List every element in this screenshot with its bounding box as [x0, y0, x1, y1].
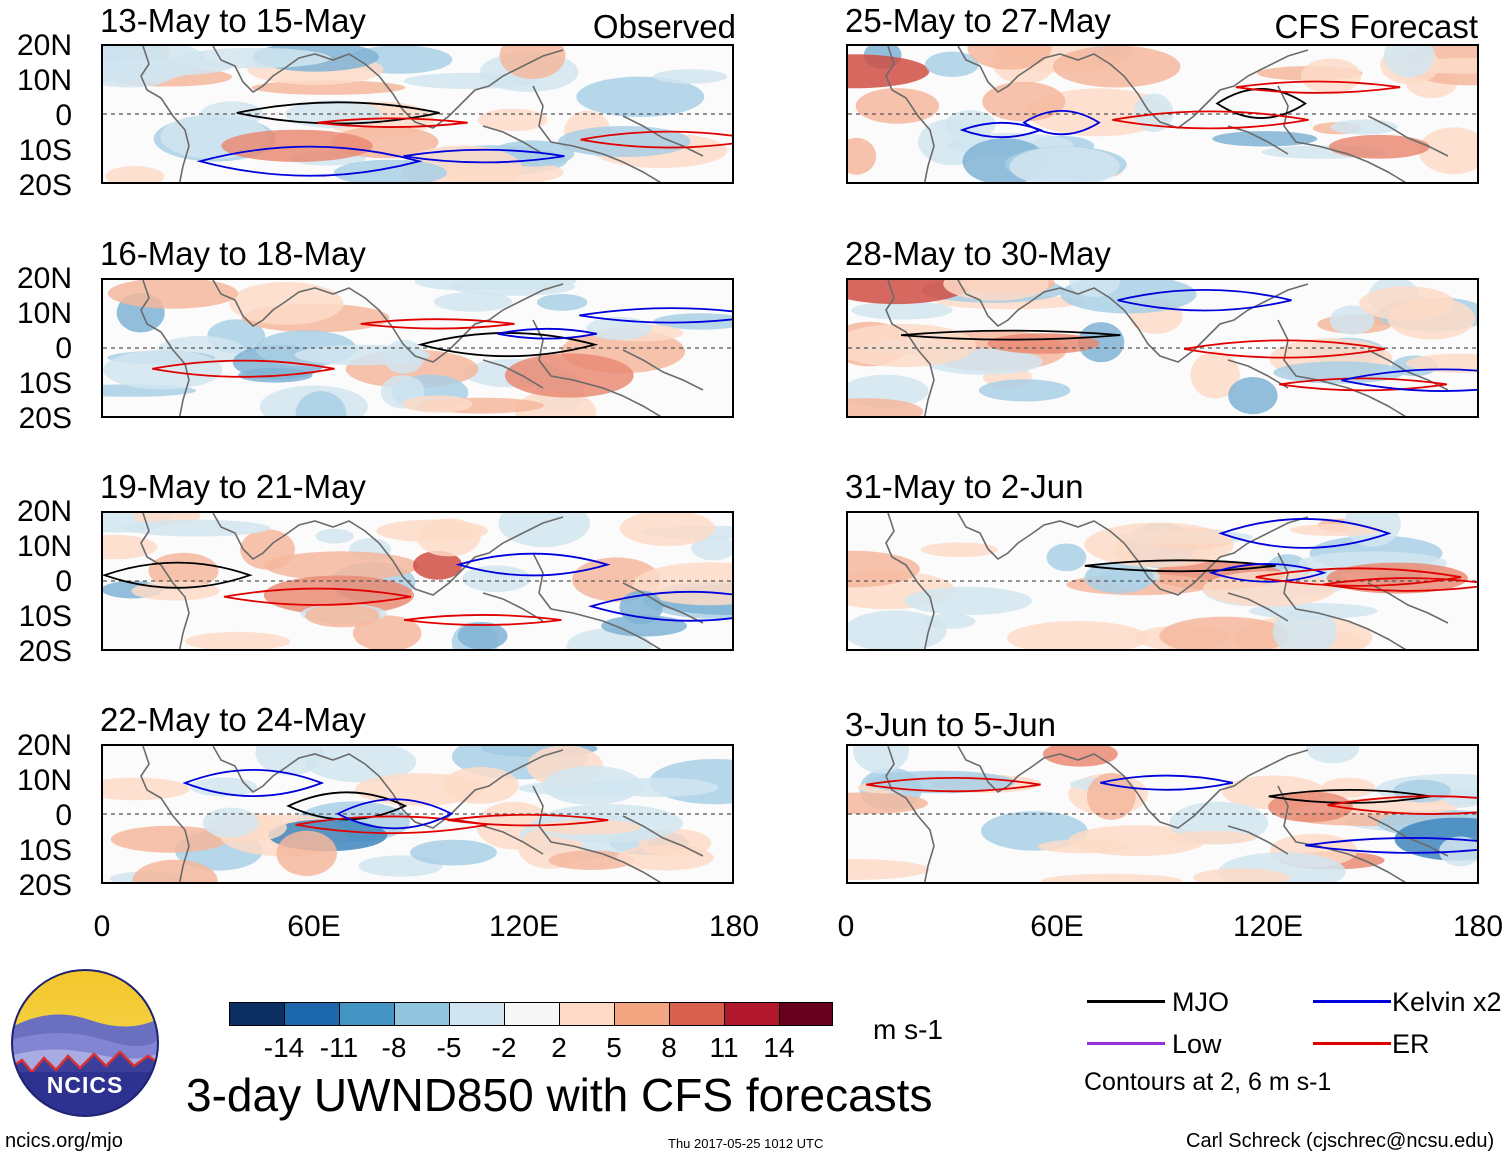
- panel-title-2: 16-May to 18-May: [100, 235, 366, 272]
- panel-title-3: 19-May to 21-May: [100, 468, 366, 505]
- colorbar-label: 11: [709, 1032, 739, 1063]
- lat-label: 20S: [18, 869, 72, 902]
- legend-label-mjo: MJO: [1172, 987, 1229, 1017]
- colorbar-label: -14: [263, 1032, 305, 1063]
- panel-title-7: 31-May to 2-Jun: [845, 468, 1084, 505]
- map-panel-6: [846, 278, 1479, 418]
- legend-swatch-mjo: [1087, 1000, 1165, 1003]
- legend-note: Contours at 2, 6 m s-1: [1084, 1068, 1332, 1096]
- colorbar-label: 2: [551, 1032, 567, 1063]
- legend-swatch-low: [1087, 1042, 1165, 1045]
- ncics-logo-text: NCICS: [46, 1072, 124, 1098]
- ncics-logo: NCICS: [10, 968, 160, 1118]
- lat-label: 10S: [18, 600, 72, 633]
- colorbar-swatch: [779, 1002, 833, 1026]
- map-panel-4: [101, 744, 734, 884]
- colorbar-units: m s-1: [873, 1014, 943, 1045]
- lon-label: 180: [708, 910, 760, 943]
- timestamp: Thu 2017-05-25 1012 UTC: [668, 1136, 824, 1151]
- colorbar-swatch: [724, 1002, 780, 1026]
- map-panel-5: [846, 44, 1479, 184]
- lat-label: 20S: [18, 169, 72, 202]
- lat-label: 20S: [18, 402, 72, 435]
- map-panel-2: [101, 278, 734, 418]
- lat-label: 20N: [16, 729, 72, 762]
- lat-label: 0: [55, 332, 72, 365]
- lon-label: 0: [837, 910, 855, 943]
- lat-label: 20S: [18, 635, 72, 668]
- lon-label: 60E: [1030, 910, 1084, 943]
- cfs-forecast-label: CFS Forecast: [1274, 8, 1478, 45]
- lat-label: 10S: [18, 367, 72, 400]
- lat-label: 10N: [16, 297, 72, 330]
- colorbar-swatch: [229, 1002, 285, 1026]
- legend-label-kelvin: Kelvin x2: [1392, 987, 1502, 1017]
- lon-label: 60E: [287, 910, 341, 943]
- colorbar-swatch: [449, 1002, 505, 1026]
- ncics-logo-icon: [11, 969, 159, 1117]
- panel-title-8: 3-Jun to 5-Jun: [845, 706, 1056, 743]
- colorbar-label: -5: [436, 1032, 462, 1063]
- panel-title-1: 13-May to 15-May: [100, 2, 366, 39]
- lon-label: 120E: [488, 910, 560, 943]
- colorbar-swatch: [394, 1002, 450, 1026]
- legend-swatch-kelvin: [1313, 1000, 1391, 1003]
- lat-label: 0: [55, 565, 72, 598]
- observed-label: Observed: [592, 8, 736, 45]
- map-panel-7: [846, 511, 1479, 651]
- legend-swatch-er: [1313, 1042, 1391, 1045]
- colorbar-swatch: [339, 1002, 395, 1026]
- lat-label: 10S: [18, 134, 72, 167]
- colorbar-label: 14: [763, 1032, 795, 1063]
- colorbar-label: -8: [381, 1032, 407, 1063]
- credit: Carl Schreck (cjschrec@ncsu.edu): [1186, 1130, 1495, 1152]
- lat-label: 20N: [16, 495, 72, 528]
- colorbar-label: 5: [606, 1032, 622, 1063]
- colorbar-swatch: [559, 1002, 615, 1026]
- legend-label-low: Low: [1172, 1029, 1222, 1059]
- colorbar-swatch: [504, 1002, 560, 1026]
- lat-label: 20N: [16, 29, 72, 62]
- colorbar-label: -11: [319, 1032, 359, 1063]
- lat-label: 10N: [16, 530, 72, 563]
- colorbar-label: 8: [661, 1032, 677, 1063]
- lat-label: 0: [55, 99, 72, 132]
- lat-label: 20N: [16, 262, 72, 295]
- lon-label: 120E: [1232, 910, 1304, 943]
- panel-title-6: 28-May to 30-May: [845, 235, 1111, 272]
- lat-label: 10S: [18, 834, 72, 867]
- panel-title-5: 25-May to 27-May: [845, 2, 1111, 39]
- lat-label: 10N: [16, 764, 72, 797]
- colorbar-swatch: [614, 1002, 670, 1026]
- panel-title-4: 22-May to 24-May: [100, 701, 366, 738]
- map-panel-8: [846, 744, 1479, 884]
- legend-label-er: ER: [1392, 1029, 1430, 1059]
- colorbar-label: -2: [491, 1032, 517, 1063]
- map-panel-3: [101, 511, 734, 651]
- lon-label: 0: [93, 910, 111, 943]
- website-link[interactable]: ncics.org/mjo: [5, 1130, 123, 1152]
- figure-title: 3-day UWND850 with CFS forecasts: [186, 1069, 933, 1121]
- map-panel-1: [101, 44, 734, 184]
- lat-label: 0: [55, 799, 72, 832]
- lat-label: 10N: [16, 64, 72, 97]
- lon-label: 180: [1452, 910, 1504, 943]
- colorbar-swatch: [284, 1002, 340, 1026]
- colorbar-swatch: [669, 1002, 725, 1026]
